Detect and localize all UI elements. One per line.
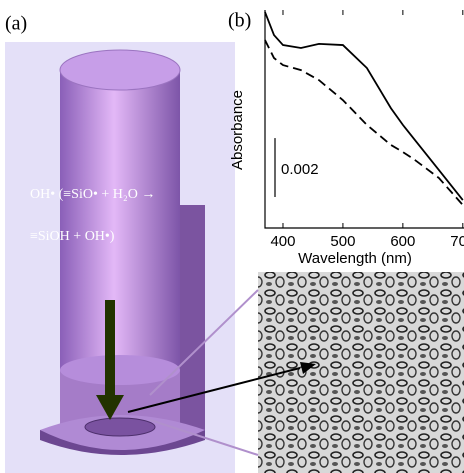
- y-axis-label: Absorbance: [229, 90, 246, 170]
- x-axis-label: Wavelength (nm): [298, 250, 412, 267]
- chart: (b) 400 500 600 700 Wavelength (nm) Absorbance…: [228, 10, 464, 267]
- panel-label: (b): [228, 10, 251, 32]
- panel-label: (a): [5, 13, 27, 35]
- annotation: ≡SiOH + OH•): [30, 229, 115, 244]
- micrograph: [258, 272, 464, 473]
- x-tick-label: 500: [330, 233, 355, 250]
- x-tick-label: 600: [390, 233, 415, 250]
- scale-bar-label: 0.002: [281, 161, 319, 178]
- figure: (a) OH• (≡SiO• + H₂O → ≡SiOH + OH•) (b) 4…: [0, 0, 464, 473]
- axes: [265, 10, 464, 228]
- x-tick-label: 700: [450, 233, 464, 250]
- x-tick-label: 400: [270, 233, 295, 250]
- annotation: OH• (≡SiO• + H₂O →: [30, 187, 155, 202]
